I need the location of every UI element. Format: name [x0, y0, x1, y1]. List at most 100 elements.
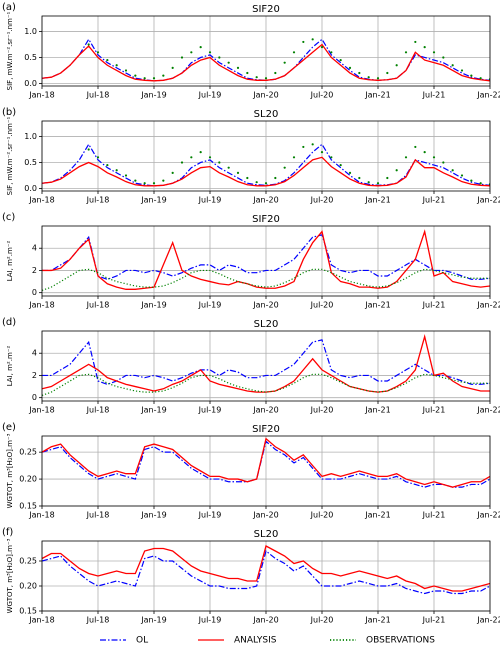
- plot-frame: [41, 120, 491, 192]
- y-axis-label: WGTOT, m³[H₂O].m⁻³: [6, 433, 14, 508]
- x-tick-label: Jan-22: [476, 196, 500, 205]
- panel: (d) SL20 LAI, m².m⁻² Jan-18 Jul-18 Jan-19 Jul-…: [2, 317, 500, 415]
- y-tick-label: 0.5: [24, 158, 37, 167]
- observation-point: [423, 46, 426, 49]
- observation-point: [460, 174, 464, 177]
- panel-title: SL20: [254, 319, 279, 330]
- observation-point: [432, 51, 436, 54]
- observation-point: [87, 43, 90, 46]
- y-tick-label: 0.15: [19, 502, 37, 511]
- x-tick-label: Jul-20: [310, 301, 334, 310]
- x-tick-label: Jan-20: [252, 511, 278, 520]
- x-tick-label: Jul-20: [310, 196, 334, 205]
- x-tick-label: Jan-18: [28, 91, 54, 100]
- y-tick-label: 1.0: [24, 132, 37, 141]
- panel-title: SL20: [254, 109, 279, 120]
- observation-point: [236, 171, 240, 174]
- plot-frame: [41, 225, 491, 297]
- panel-title: SIF20: [252, 4, 280, 15]
- y-tick-label: 0.15: [19, 607, 37, 616]
- x-tick-label: Jul-21: [422, 91, 446, 100]
- observation-point: [442, 161, 445, 164]
- x-tick-label: Jan-20: [252, 616, 278, 625]
- observation-point: [171, 66, 174, 69]
- x-tick-label: Jul-20: [310, 406, 334, 415]
- y-tick-label: 0.25: [19, 448, 37, 457]
- panel-title: SIF20: [252, 214, 280, 225]
- observation-point: [218, 56, 221, 59]
- observation-point: [470, 179, 473, 182]
- observation-point: [358, 176, 361, 180]
- observation-point: [134, 179, 137, 182]
- observation-point: [96, 51, 100, 54]
- observation-point: [96, 156, 100, 159]
- observation-point: [376, 182, 380, 185]
- x-tick-label: Jan-22: [476, 91, 500, 100]
- observation-point: [227, 61, 230, 64]
- x-tick-label: Jul-21: [422, 616, 446, 625]
- series-line: OL: [42, 38, 490, 82]
- observation-point: [264, 77, 268, 80]
- observation-point: [367, 181, 370, 184]
- x-tick-label: Jul-19: [198, 301, 222, 310]
- series-line: ANALYSIS: [42, 333, 490, 393]
- observation-point: [199, 151, 202, 154]
- observation-point: [339, 163, 342, 167]
- x-tick-label: Jul-20: [310, 616, 334, 625]
- observation-point: [152, 77, 156, 80]
- x-tick-label: Jul-18: [86, 511, 110, 520]
- observation-point: [171, 171, 174, 174]
- observation-point: [395, 169, 398, 172]
- x-tick-label: Jan-19: [140, 511, 166, 520]
- observation-point: [358, 71, 361, 75]
- x-tick-label: Jul-18: [86, 301, 110, 310]
- x-tick-label: Jul-18: [86, 91, 110, 100]
- observation-point: [348, 171, 352, 174]
- x-tick-label: Jul-19: [198, 616, 222, 625]
- observation-point: [479, 182, 482, 185]
- x-tick-label: Jul-21: [422, 301, 446, 310]
- x-tick-label: Jan-19: [140, 616, 166, 625]
- x-tick-label: Jan-20: [252, 406, 278, 415]
- observation-point: [414, 145, 417, 149]
- x-tick-label: Jul-21: [422, 406, 446, 415]
- x-tick-label: Jan-19: [140, 406, 166, 415]
- panel: (f) SL20 WGTOT, m³[H₂O].m⁻³ Jan-18 Jul-18 Jan…: [2, 527, 500, 625]
- x-tick-label: Jan-18: [28, 301, 54, 310]
- series-line: ANALYSIS: [42, 156, 490, 187]
- observation-point: [367, 76, 370, 79]
- y-tick-label: 0: [32, 288, 37, 297]
- observation-point: [87, 148, 90, 151]
- observation-point: [395, 64, 398, 67]
- series-line: OL: [42, 549, 490, 595]
- panel-label: (e): [2, 422, 16, 433]
- observation-point: [451, 169, 454, 172]
- panel: (b) SL20 SIF, mW.m⁻².sr⁻¹.nm⁻¹ Jan-18 Jul-18…: [2, 107, 500, 205]
- observation-point: [208, 51, 212, 54]
- observation-point: [190, 156, 193, 159]
- observation-point: [404, 156, 408, 159]
- y-tick-label: 0.0: [24, 79, 37, 88]
- observation-point: [451, 64, 454, 67]
- y-tick-label: 0: [32, 393, 37, 402]
- y-tick-label: 0.0: [24, 184, 37, 193]
- observation-point: [302, 145, 305, 149]
- observation-point: [180, 56, 184, 59]
- observation-point: [283, 61, 286, 64]
- y-tick-label: 2: [32, 266, 37, 275]
- observation-point: [386, 71, 389, 75]
- legend-label: OBSERVATIONS: [366, 636, 435, 646]
- x-tick-label: Jul-18: [86, 406, 110, 415]
- observation-point: [246, 176, 249, 180]
- observation-point: [264, 182, 268, 185]
- x-tick-label: Jan-20: [252, 196, 278, 205]
- panel-title: SL20: [254, 529, 279, 540]
- series-line: ANALYSIS: [42, 229, 490, 290]
- x-tick-label: Jan-19: [140, 91, 166, 100]
- panel-label: (d): [2, 317, 16, 328]
- observation-point: [311, 143, 314, 146]
- observation-point: [423, 151, 426, 154]
- observation-point: [292, 51, 296, 54]
- panel-label: (f): [2, 527, 13, 538]
